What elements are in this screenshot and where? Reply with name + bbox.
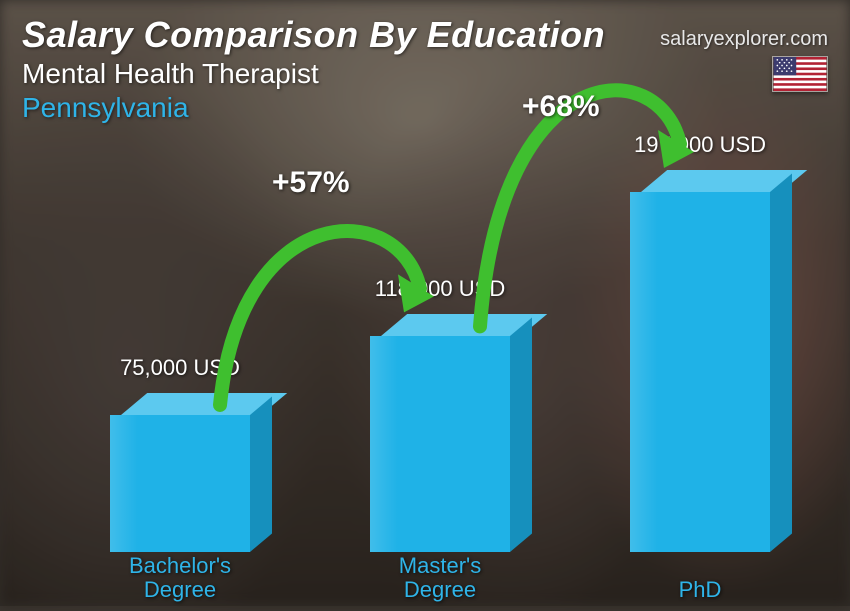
- chart-location: Pennsylvania: [22, 92, 605, 124]
- watermark-text: salaryexplorer.com: [660, 28, 828, 51]
- chart-title: Salary Comparison By Education: [22, 14, 605, 56]
- bar-category-label: PhD: [600, 578, 800, 602]
- bar-front: [630, 192, 770, 552]
- bar-0: 75,000 USD: [80, 415, 280, 552]
- header: Salary Comparison By Education Mental He…: [22, 14, 605, 124]
- bar-side: [250, 397, 272, 552]
- bar-value-label: 118,000 USD: [340, 276, 540, 302]
- bar-category-label: Bachelor'sDegree: [80, 554, 280, 602]
- bar-side: [770, 174, 792, 552]
- bar-value-label: 197,000 USD: [600, 132, 800, 158]
- increase-percent-label: +68%: [522, 90, 600, 124]
- bar-category-label: Master'sDegree: [340, 554, 540, 602]
- bar-front: [370, 336, 510, 552]
- bar-side: [510, 318, 532, 552]
- bar-front: [110, 415, 250, 552]
- bar-chart: 75,000 USDBachelor'sDegree118,000 USDMas…: [0, 126, 850, 606]
- bar-value-label: 75,000 USD: [80, 355, 280, 381]
- flag-icon: [772, 56, 828, 92]
- chart-subtitle: Mental Health Therapist: [22, 58, 605, 90]
- increase-percent-label: +57%: [272, 166, 350, 200]
- bar-1: 118,000 USD: [340, 336, 540, 552]
- bar-2: 197,000 USD: [600, 192, 800, 552]
